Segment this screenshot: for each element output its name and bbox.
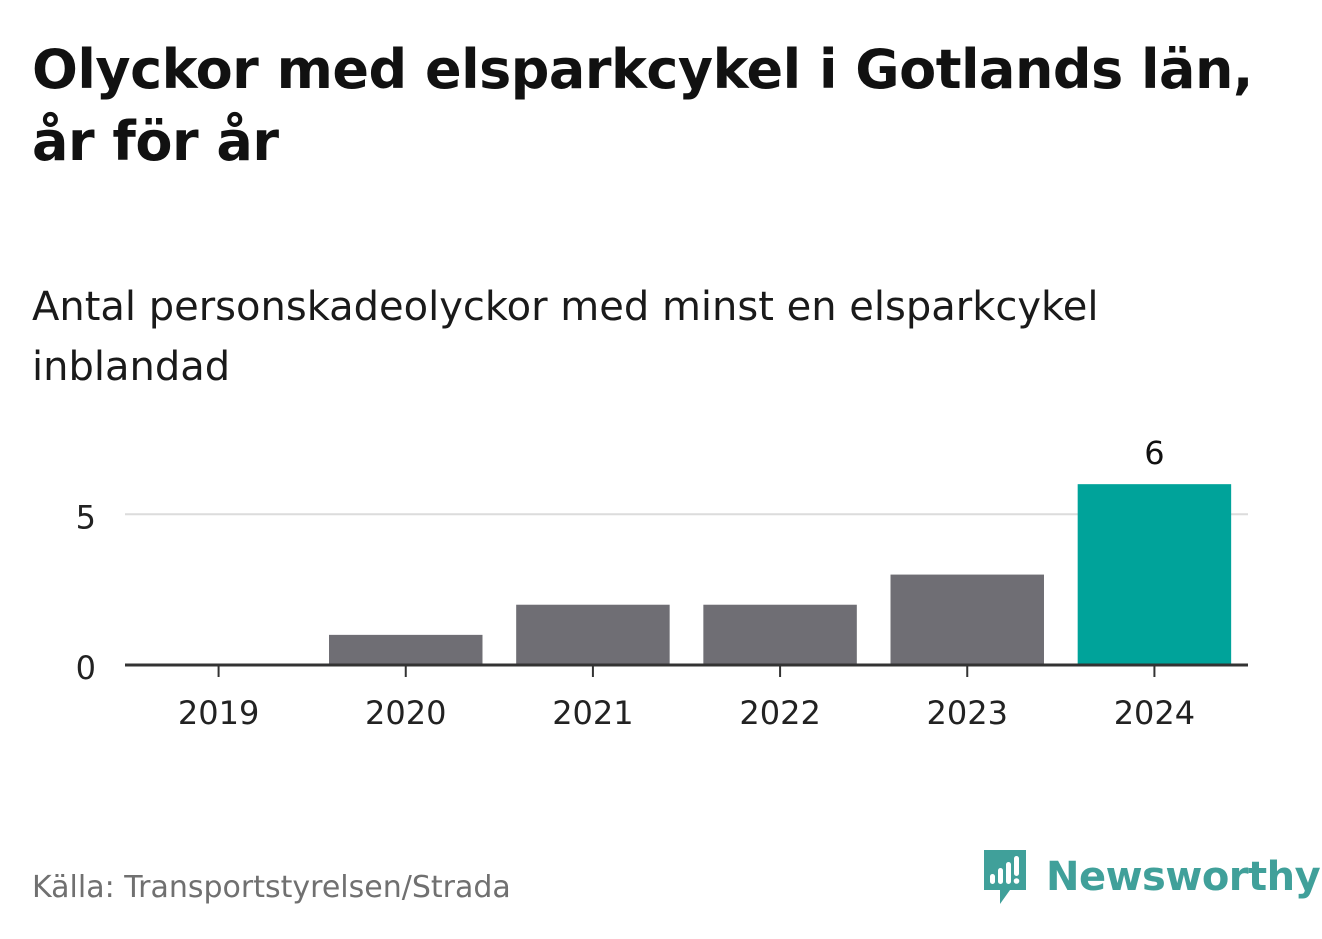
bar-2022 xyxy=(703,604,857,665)
y-tick-label: 5 xyxy=(76,498,96,536)
x-tick-label: 2020 xyxy=(365,694,446,732)
x-tick-label: 2022 xyxy=(739,694,820,732)
x-tick-label: 2023 xyxy=(927,694,1008,732)
x-tick-label: 2021 xyxy=(552,694,633,732)
labels: 0 5 2019 2020 2021 2022 2023 2024 6 xyxy=(76,434,1195,732)
bar-2020 xyxy=(329,634,483,665)
brand-name: Newsworthy xyxy=(1046,854,1321,900)
bar-2024 xyxy=(1077,484,1232,665)
brand: Newsworthy xyxy=(980,846,1321,908)
y-tick-label: 0 xyxy=(76,649,96,687)
value-label: 6 xyxy=(1144,434,1164,472)
bar-2023 xyxy=(890,574,1044,665)
chart-title: Olyckor med elsparkcykel i Gotlands län,… xyxy=(32,38,1253,173)
chart-subtitle: Antal personskadeolyckor med minst en el… xyxy=(32,284,1099,390)
source-note: Källa: Transportstyrelsen/Strada xyxy=(32,870,511,905)
newsworthy-logo-icon xyxy=(984,850,1026,904)
x-tick-label: 2019 xyxy=(178,694,259,732)
bar-2021 xyxy=(516,604,670,665)
x-tick-label: 2024 xyxy=(1114,694,1195,732)
bars xyxy=(329,484,1232,665)
axes xyxy=(125,663,1248,677)
